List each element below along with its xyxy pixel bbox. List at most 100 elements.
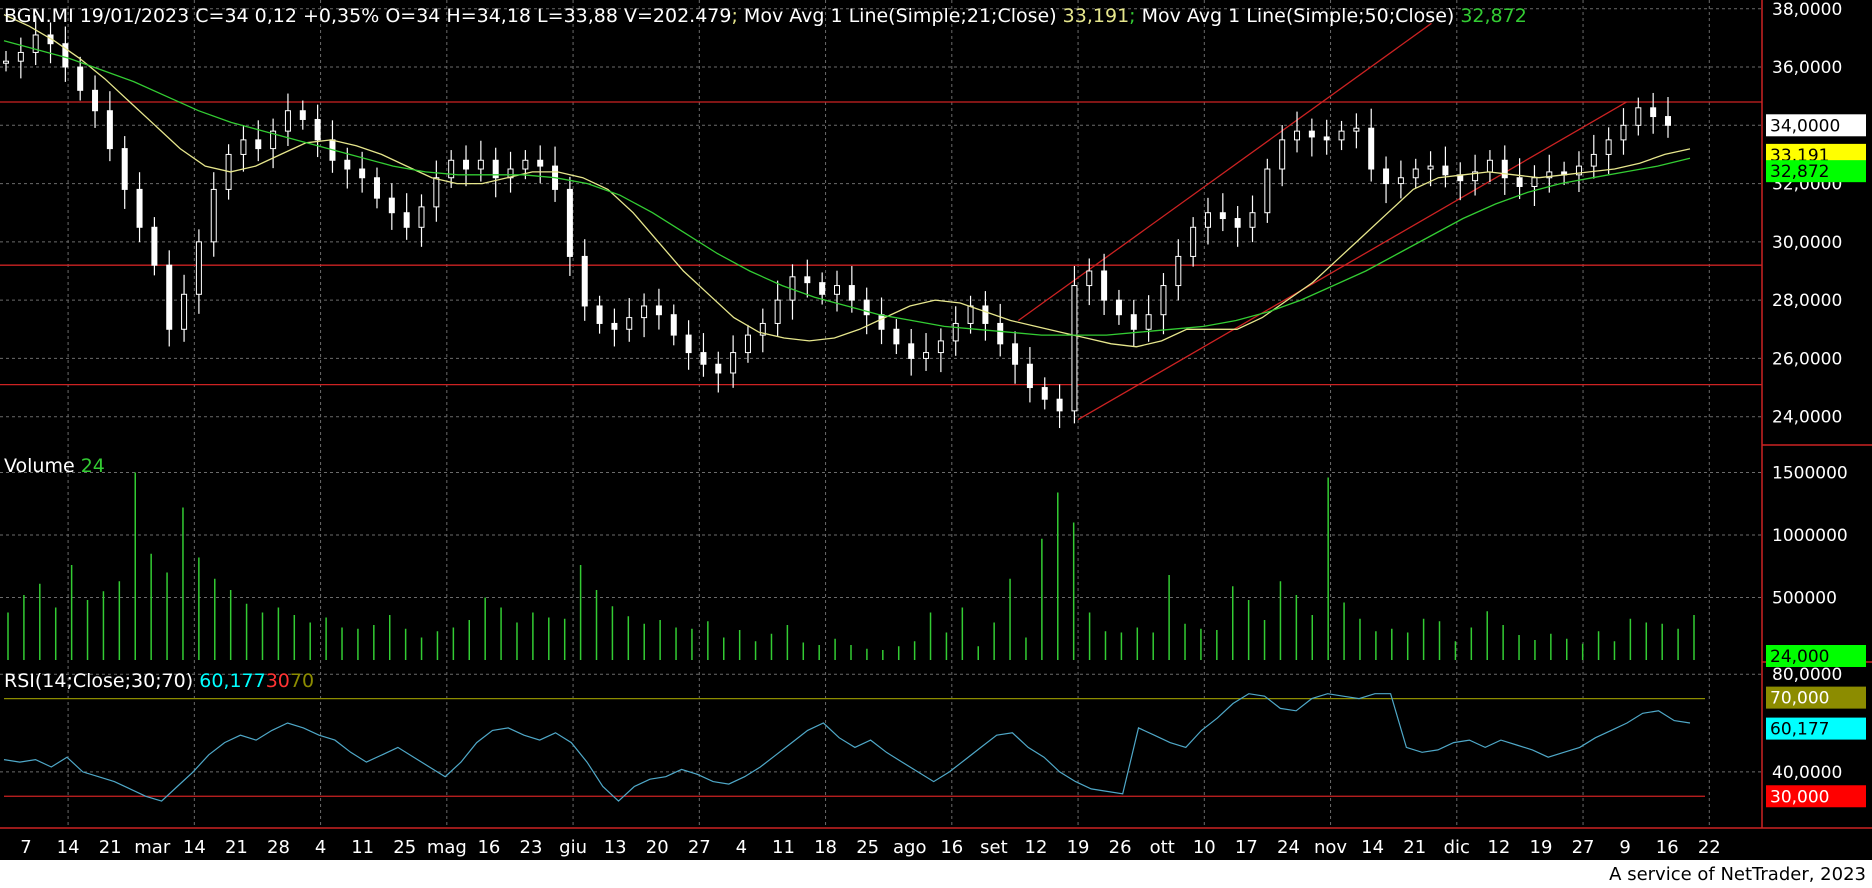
candle-body bbox=[804, 276, 811, 284]
ma50-line bbox=[3, 40, 1691, 336]
candle-body bbox=[952, 322, 959, 342]
candle-body bbox=[1145, 314, 1152, 330]
candle-body bbox=[1308, 130, 1315, 138]
x-tick-label: 27 bbox=[688, 837, 711, 858]
volume-header: Volume 24 bbox=[4, 455, 105, 477]
candle-body bbox=[507, 168, 514, 179]
support-resistance-lines bbox=[0, 101, 1762, 386]
candle-body bbox=[1219, 212, 1226, 220]
x-tick-label: 12 bbox=[1025, 837, 1048, 858]
candle-body bbox=[166, 264, 173, 330]
candle-body bbox=[240, 139, 247, 155]
candle-body bbox=[77, 66, 84, 91]
price-candles bbox=[3, 15, 1671, 429]
x-tick-label: 9 bbox=[1619, 837, 1630, 858]
candle-body bbox=[1412, 168, 1419, 179]
candle-body bbox=[1516, 177, 1523, 187]
candle-body bbox=[418, 206, 425, 228]
channel-line bbox=[1077, 101, 1627, 421]
candle-body bbox=[1026, 363, 1033, 389]
x-tick-label: dic bbox=[1444, 837, 1470, 858]
candle-body bbox=[774, 299, 781, 324]
candle-body bbox=[403, 212, 410, 228]
x-tick-label: 19 bbox=[1530, 837, 1553, 858]
rsi-upper-tag-bg bbox=[1766, 686, 1866, 709]
candle-body bbox=[1264, 168, 1271, 214]
date-axis: 7 14 21 mar 14 21 28 4 11 25 mag 16 23 giu 13 20 27 4 11 18… bbox=[20, 837, 1720, 858]
x-tick-label: 4 bbox=[315, 837, 326, 858]
candle-body bbox=[1620, 124, 1627, 141]
volume-last-tag-bg bbox=[1766, 645, 1866, 667]
candle-body bbox=[1472, 171, 1479, 182]
rsi-indicator bbox=[3, 693, 1705, 802]
candle-body bbox=[1368, 127, 1375, 170]
rsi-header: RSI(14;Close;30;70) 60,1773070 bbox=[4, 670, 314, 692]
x-tick-label: 21 bbox=[99, 837, 122, 858]
candle-body bbox=[1234, 218, 1241, 228]
candle-body bbox=[1115, 299, 1122, 316]
candle-body bbox=[32, 34, 39, 53]
candle-body bbox=[655, 305, 662, 316]
x-tick-label: mar bbox=[134, 837, 171, 858]
ma50-value: 32,872 bbox=[1460, 5, 1527, 27]
candle-body bbox=[121, 148, 128, 190]
candle-body bbox=[1338, 130, 1345, 141]
trend-channel-lines bbox=[1017, 22, 1627, 421]
price-axis: 38,000036,000034,000032,000030,000028,00… bbox=[0, 0, 1872, 829]
volume-tick-label: 500000 bbox=[1772, 589, 1837, 609]
ma21-label: Mov Avg 1 Line(Simple;21;Close) bbox=[737, 5, 1063, 27]
candle-body bbox=[344, 159, 351, 170]
y-tick-label: 38,0000 bbox=[1772, 0, 1842, 20]
candle-body bbox=[1575, 165, 1582, 176]
candle-body bbox=[1353, 127, 1360, 132]
candle-body bbox=[1160, 285, 1167, 316]
rsi-lower-tag-bg bbox=[1766, 785, 1866, 808]
candle-body bbox=[967, 305, 974, 324]
candle-body bbox=[463, 159, 470, 170]
x-tick-label: 13 bbox=[604, 837, 627, 858]
candle-body bbox=[92, 89, 99, 112]
candle-body bbox=[284, 110, 291, 132]
x-tick-label: 28 bbox=[267, 837, 290, 858]
candle-body bbox=[106, 110, 113, 150]
candle-body bbox=[181, 293, 188, 330]
x-tick-label: 27 bbox=[1572, 837, 1595, 858]
candle-body bbox=[1279, 139, 1286, 170]
candle-body bbox=[62, 43, 69, 68]
candle-body bbox=[923, 352, 930, 359]
candle-body bbox=[715, 363, 722, 374]
y-tick-label: 24,0000 bbox=[1772, 408, 1842, 428]
candle-body bbox=[195, 241, 202, 295]
candle-body bbox=[834, 285, 840, 295]
candle-body bbox=[878, 314, 885, 330]
candle-body bbox=[1590, 153, 1597, 167]
candle-body bbox=[448, 159, 455, 179]
x-tick-label: 16 bbox=[1656, 837, 1679, 858]
y-tick-label: 30,0000 bbox=[1772, 233, 1842, 253]
x-tick-label: 7 bbox=[20, 837, 31, 858]
ma50-label: Mov Avg 1 Line(Simple;50;Close) bbox=[1135, 5, 1461, 27]
candle-body bbox=[1190, 226, 1197, 257]
x-tick-label: 14 bbox=[1361, 837, 1384, 858]
candle-body bbox=[982, 305, 989, 324]
candle-body bbox=[1501, 159, 1508, 179]
candle-body bbox=[581, 255, 588, 307]
rsi-value: 60,177 bbox=[199, 670, 266, 692]
x-tick-label: 16 bbox=[940, 837, 963, 858]
grid-lines bbox=[0, 0, 1762, 828]
candle-body bbox=[522, 159, 529, 170]
rsi-line bbox=[3, 693, 1691, 802]
rsi-label: RSI(14;Close;30;70) bbox=[4, 670, 200, 692]
candle-body bbox=[566, 188, 573, 257]
ma50-separator: ; bbox=[1129, 5, 1136, 27]
candle-body bbox=[670, 314, 677, 336]
x-tick-label: 19 bbox=[1067, 837, 1090, 858]
x-tick-label: 14 bbox=[57, 837, 80, 858]
x-tick-label: 21 bbox=[1403, 837, 1426, 858]
ticker-summary: BGN.MI 19/01/2023 C=34 0,12 +0,35% O=34 … bbox=[4, 5, 732, 27]
x-tick-label: ott bbox=[1150, 837, 1175, 858]
candle-body bbox=[744, 334, 751, 354]
candle-body bbox=[537, 159, 544, 167]
candle-body bbox=[1605, 139, 1612, 155]
